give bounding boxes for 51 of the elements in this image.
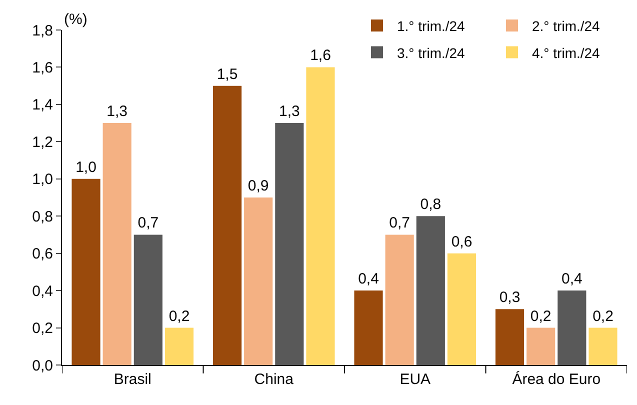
data-label: 0,7: [389, 214, 410, 232]
bar: [526, 328, 556, 365]
data-label: 0,8: [420, 196, 442, 214]
data-label: 0,4: [358, 270, 379, 288]
bar: [306, 67, 335, 365]
data-label: 0,2: [168, 308, 190, 325]
bar: [447, 253, 476, 365]
data-label: 1,3: [106, 103, 128, 120]
bar: [134, 234, 162, 365]
bar: [212, 86, 242, 365]
y-tick-label: 1,4: [32, 96, 53, 114]
bar: [102, 123, 132, 365]
data-label: 1,3: [278, 103, 300, 120]
x-tick-label: Brasil: [114, 371, 152, 388]
y-tick-label: 0,8: [32, 208, 53, 226]
bar: [72, 178, 100, 365]
legend-label: 1.° trim./24: [397, 18, 466, 34]
y-tick-label: 0,6: [32, 246, 53, 263]
data-label: 0,2: [530, 308, 552, 325]
y-tick-label: 0,4: [32, 282, 53, 300]
y-tick-label: 1,8: [32, 22, 53, 40]
y-tick-label: 0,2: [32, 320, 53, 338]
y-tick-label: 1,0: [32, 171, 53, 188]
legend-label: 4.° trim./24: [532, 44, 600, 61]
y-tick-label: 0,0: [32, 357, 53, 374]
data-label: 0,9: [248, 178, 269, 194]
legend-label: 3.° trim./24: [397, 44, 466, 61]
legend-label: 2.° trim./24: [532, 18, 600, 34]
y-tick-label: 1,6: [32, 59, 53, 76]
bar: [495, 309, 524, 365]
bar: [588, 328, 618, 365]
x-tick-label: China: [254, 371, 294, 388]
bar: [164, 328, 194, 365]
data-label: 0,2: [592, 308, 614, 325]
data-label: 0,4: [561, 270, 582, 288]
x-tick-label: Área do Euro: [512, 370, 601, 388]
bar: [385, 234, 414, 365]
bar: [558, 290, 586, 365]
bar: [275, 123, 304, 365]
data-label: 1,5: [216, 66, 238, 83]
bar: [354, 290, 383, 365]
bar: [416, 216, 445, 365]
data-label: 1,0: [76, 158, 96, 176]
y-tick-label: 1,2: [32, 134, 53, 151]
data-label: 1,6: [310, 47, 331, 64]
data-label: 0,6: [451, 233, 472, 250]
x-tick-label: EUA: [400, 371, 431, 388]
bar: [244, 198, 273, 365]
data-label: 0,3: [499, 289, 520, 306]
y-axis-title: (%): [64, 11, 88, 28]
data-label: 0,7: [138, 214, 159, 232]
